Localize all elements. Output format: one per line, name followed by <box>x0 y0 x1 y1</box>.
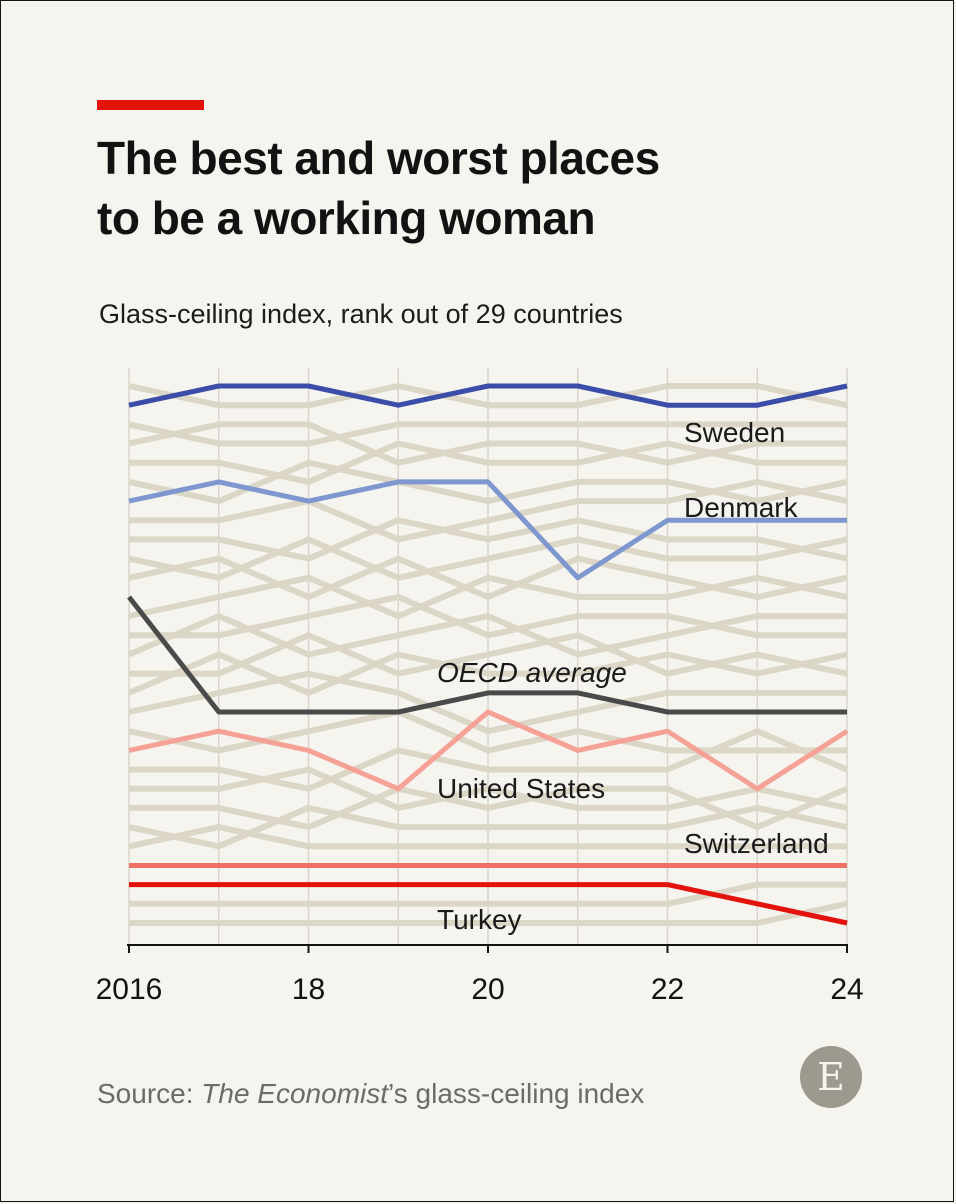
oecd-average-label: OECD average <box>437 657 627 688</box>
other-country-line-14 <box>127 651 848 696</box>
other-country-line-9 <box>128 555 848 600</box>
x-tick-label-2016: 2016 <box>96 973 163 1006</box>
other-country-line-6 <box>129 478 848 543</box>
other-country-line-21 <box>128 824 847 850</box>
source-suffix: ’s glass-ceiling index <box>388 1078 645 1109</box>
oecd-average-line <box>127 595 847 715</box>
other-country-line-4 <box>129 440 847 485</box>
other-countries-lines <box>127 383 849 926</box>
other-country-line-1 <box>128 383 848 409</box>
chart-subtitle: Glass-ceiling index, rank out of 29 coun… <box>99 299 623 329</box>
x-tick-label-2022: 22 <box>651 973 684 1006</box>
other-country-line-7 <box>129 517 848 562</box>
other-country-line-13 <box>129 632 848 677</box>
united-states-line <box>128 709 849 792</box>
x-axis: 2016 18 20 22 24 <box>96 944 864 1006</box>
title-line-1: The best and worst places <box>97 132 660 184</box>
other-country-line-3 <box>128 421 847 466</box>
x-tick-label-2020: 20 <box>471 973 504 1006</box>
other-country-line-8 <box>128 536 848 581</box>
x-tick-label-2018: 18 <box>292 973 325 1006</box>
chart-title: The best and worst places to be a workin… <box>97 128 857 248</box>
source-publication: The Economist <box>201 1078 389 1109</box>
switzerland-label: Switzerland <box>684 828 829 859</box>
other-country-line-22 <box>129 881 847 907</box>
other-country-line-23 <box>129 900 848 926</box>
sweden-line <box>128 383 848 408</box>
other-country-line-17 <box>129 728 849 792</box>
turkey-line <box>129 882 848 926</box>
accent-bar <box>97 100 204 110</box>
economist-logo: E <box>800 1046 862 1108</box>
series-labels: Sweden Denmark OECD average United States Sw… <box>437 417 829 935</box>
other-country-line-12 <box>127 613 847 658</box>
turkey-label: Turkey <box>437 904 522 935</box>
united-states-label: United States <box>437 773 605 804</box>
other-country-line-2 <box>128 421 847 447</box>
other-country-line-15 <box>128 670 847 735</box>
other-country-line-16 <box>128 709 847 754</box>
title-line-2: to be a working woman <box>97 192 596 244</box>
sweden-label: Sweden <box>684 417 785 448</box>
source-note: Source: The Economist’s glass-ceiling in… <box>97 1076 644 1112</box>
other-country-line-10 <box>128 574 848 620</box>
other-country-line-18 <box>129 766 848 811</box>
denmark-line <box>128 479 847 581</box>
highlighted-series-lines <box>127 383 849 926</box>
denmark-label: Denmark <box>684 492 799 523</box>
x-tick-label-2024: 24 <box>830 973 863 1006</box>
source-prefix: Source: <box>97 1078 202 1109</box>
